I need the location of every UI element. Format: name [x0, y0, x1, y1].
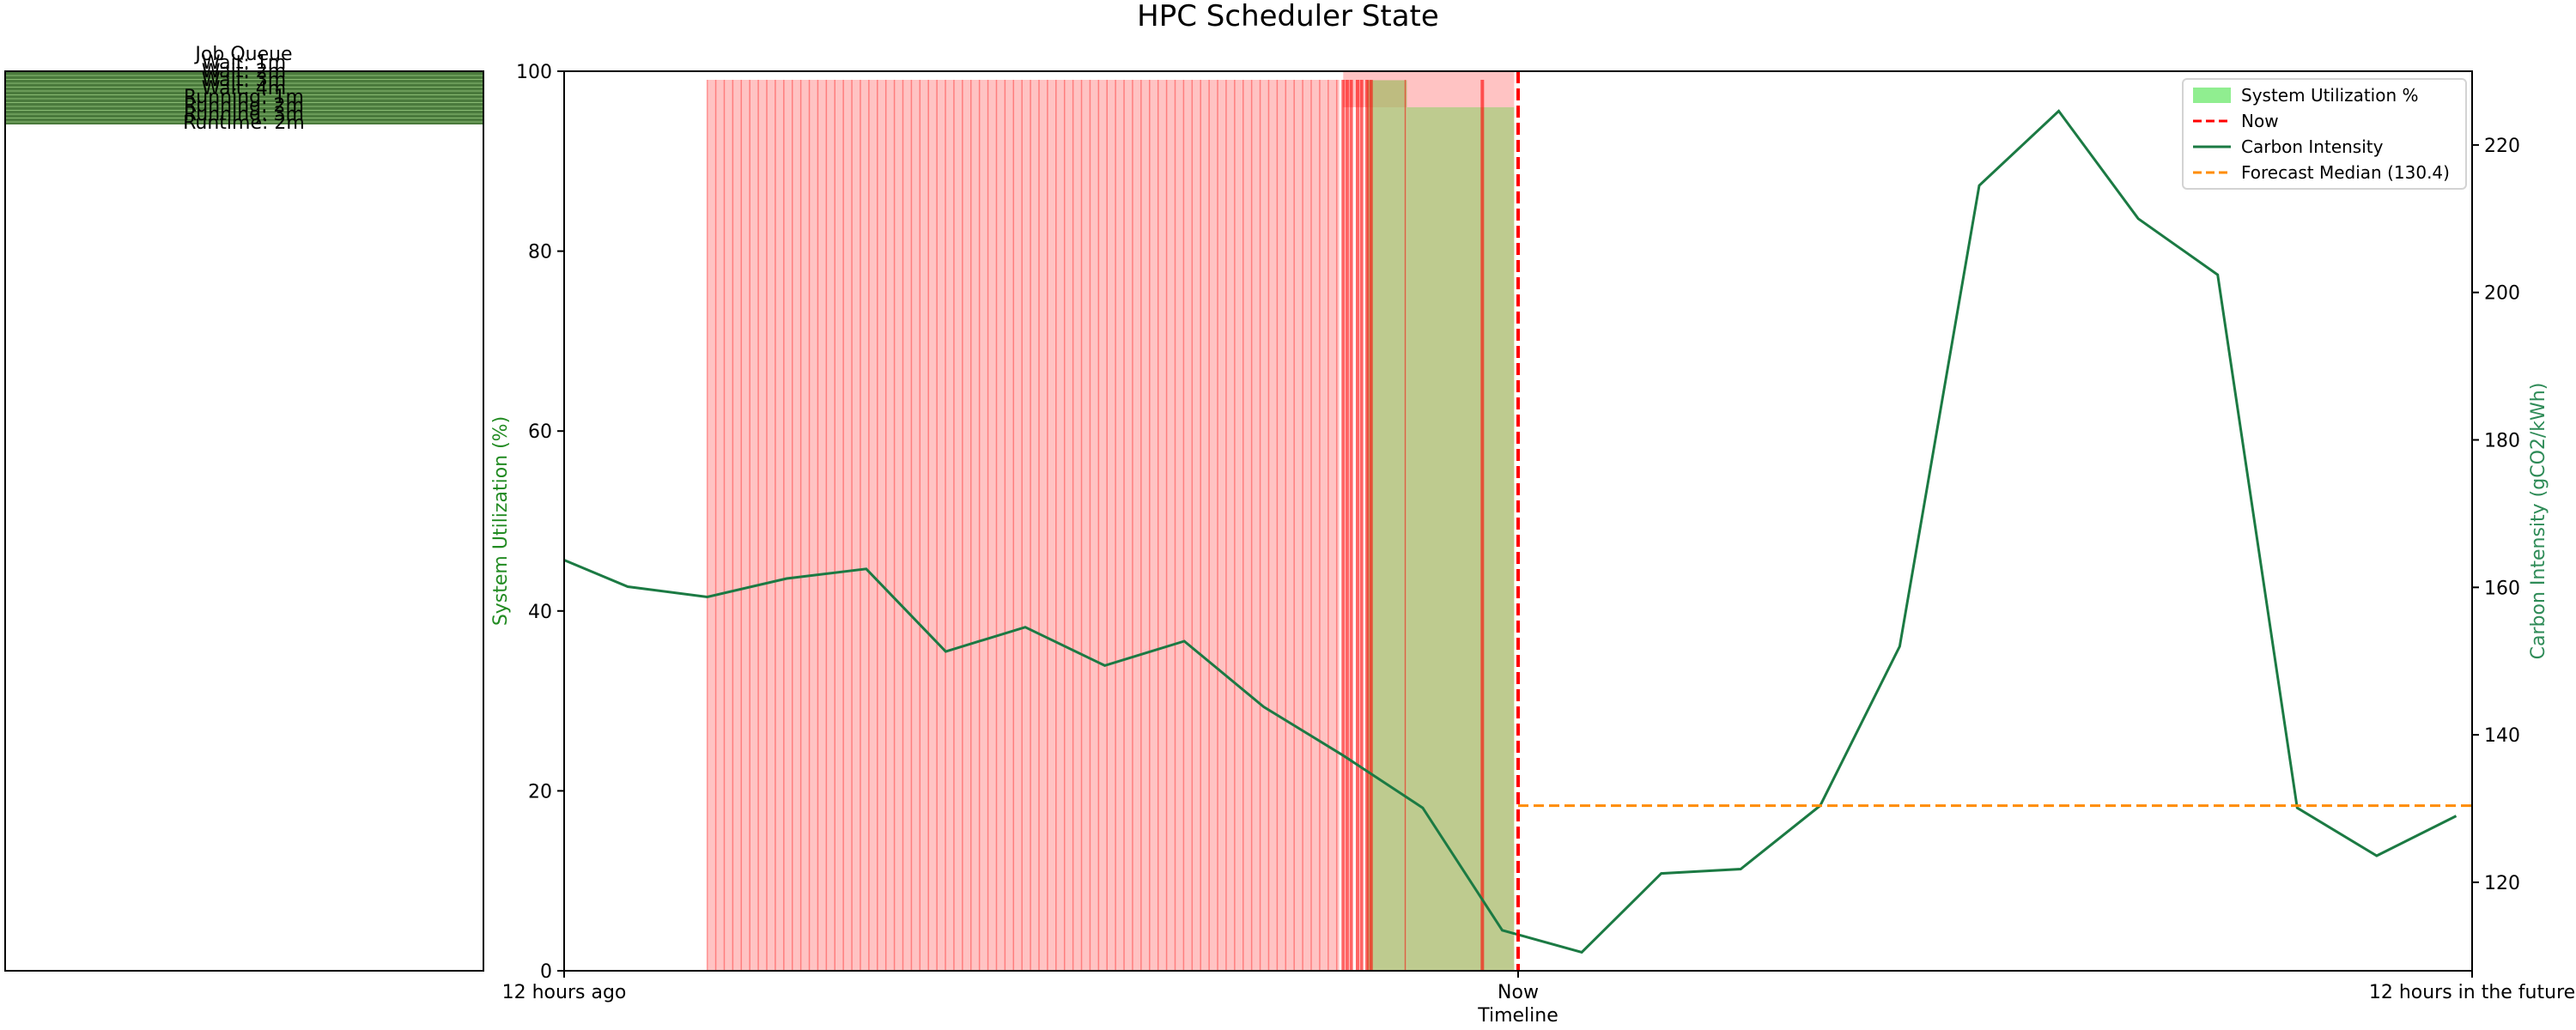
y-tick-label-right: 200: [2484, 283, 2520, 305]
y-tick-label-right: 180: [2484, 431, 2520, 452]
job-queue-label: Job Queue: [193, 44, 292, 65]
y-tick-label-left: 20: [528, 781, 552, 803]
x-tick-label: 12 hours ago: [502, 982, 627, 1003]
y-axis-left: 0 20 40 60 80 100: [516, 62, 564, 983]
legend: System Utilization % Now Carbon Intensity F…: [2182, 78, 2467, 190]
job-queue-label: Running: 1m: [184, 87, 304, 108]
job-queue-label: Wait: 4m: [202, 78, 286, 100]
utilization-bar: [1367, 80, 1407, 972]
job-queue-frame: [4, 70, 484, 972]
job-queue-label: Wait: 2m: [202, 61, 286, 82]
legend-box: [2182, 78, 2467, 190]
legend-label: Now: [2241, 111, 2279, 131]
legend-swatch: [2193, 88, 2231, 103]
job-queue-label: Running: 2m: [184, 95, 304, 117]
x-axis-label: Timeline: [1477, 1005, 1558, 1027]
job-bands: [707, 71, 1515, 971]
job-queue-lines: [6, 75, 483, 123]
job-band: [707, 80, 1340, 971]
job-queue-label: Wait: 3m: [202, 70, 286, 91]
legend-label: Forecast Median (130.4): [2241, 162, 2450, 183]
y-axis-right: 120 140 160 180 200 220: [2472, 136, 2520, 894]
job-queue-label: Wait: 1m: [202, 52, 286, 74]
y-tick-label-left: 40: [528, 602, 552, 623]
y-tick-label-right: 140: [2484, 725, 2520, 747]
y-tick-label-right: 220: [2484, 136, 2520, 157]
main-chart: 0 20 40 60 80 100 120 140 160 180 200 220 12 hours…: [490, 62, 2575, 1027]
utilization-bar: [1406, 106, 1515, 972]
y-tick-label-left: 60: [528, 421, 552, 443]
utilization-area: [1367, 80, 1515, 972]
series-lines: [563, 109, 2472, 954]
y-tick-label-left: 80: [528, 242, 552, 264]
y-axis-label-left: System Utilization (%): [490, 416, 512, 626]
x-tick-label: 12 hours in the future: [2369, 982, 2575, 1003]
legend-label: System Utilization %: [2241, 85, 2419, 106]
x-axis: 12 hours ago Now 12 hours in the future: [502, 971, 2575, 1003]
y-axis-label-right: Carbon Intensity (gCO2/kWh): [2528, 383, 2549, 660]
figure-title: HPC Scheduler State: [1137, 0, 1439, 33]
x-tick-label: Now: [1498, 982, 1539, 1003]
carbon-intensity-line: [563, 109, 2458, 954]
y-tick-label-left: 0: [540, 961, 552, 983]
y-tick-label-right: 120: [2484, 873, 2520, 894]
job-lines: [706, 80, 1485, 971]
job-queue-label: Running: 3m: [184, 104, 304, 125]
y-tick-label-right: 160: [2484, 578, 2520, 599]
job-queue-label: Runtime: 2m: [183, 112, 305, 134]
legend-label: Carbon Intensity: [2241, 136, 2384, 157]
y-tick-label-left: 100: [516, 62, 552, 83]
